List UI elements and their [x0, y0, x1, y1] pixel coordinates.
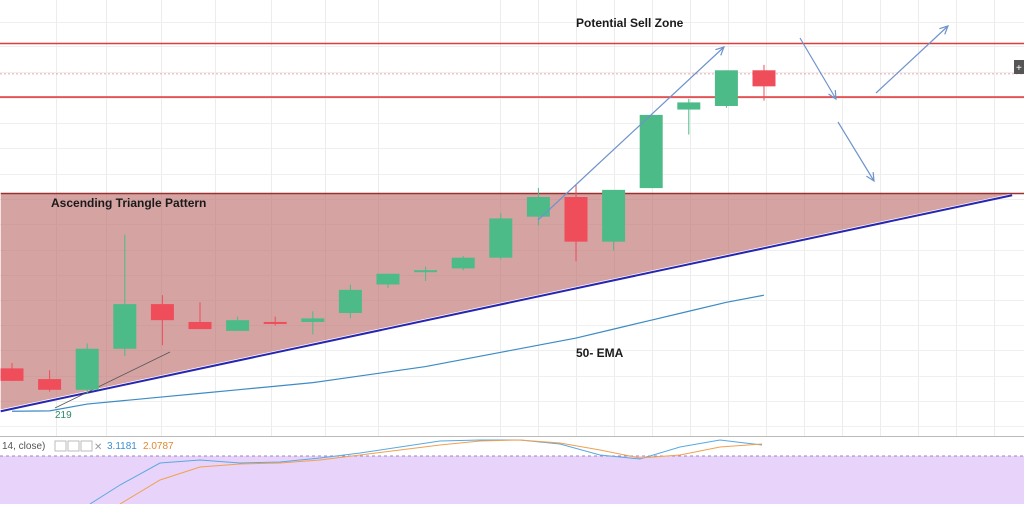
- candle-body: [489, 218, 513, 258]
- candle-body: [113, 304, 137, 349]
- candle-body: [564, 197, 588, 242]
- candle-body: [188, 321, 212, 330]
- close-icon[interactable]: ✕: [94, 442, 102, 453]
- candle-body: [414, 270, 438, 273]
- ema-50-line: [11, 294, 765, 412]
- add-icon[interactable]: [80, 440, 93, 452]
- ema-pointer-line: [54, 351, 171, 409]
- candle-body: [451, 257, 475, 269]
- candle-body: [714, 70, 738, 106]
- arrow-line: [875, 25, 949, 94]
- candle-body: [263, 321, 287, 324]
- candle-body: [0, 368, 24, 381]
- candle-body: [301, 318, 325, 322]
- ascending-triangle: [0, 193, 1013, 410]
- indicator-controls[interactable]: ✕: [54, 440, 102, 453]
- candle-body: [226, 320, 250, 331]
- arrow-line: [537, 46, 725, 221]
- indicator-params: 14, close): [2, 441, 45, 452]
- candle-body: [75, 348, 99, 390]
- candle-body: [752, 70, 776, 87]
- indicator-value-1: 3.1181: [107, 441, 137, 452]
- ascending-trendline: [0, 194, 1013, 413]
- indicator-value-2: 2.0787: [143, 441, 174, 452]
- candle-body: [38, 379, 62, 390]
- arrow-head: [866, 171, 875, 183]
- candle-body: [602, 189, 626, 242]
- forecast-arrows: [537, 25, 950, 221]
- ema-label: 50- EMA: [576, 346, 624, 360]
- sell-zone-label: Potential Sell Zone: [576, 16, 684, 30]
- candle-body: [376, 273, 400, 285]
- candle-body: [526, 197, 550, 217]
- arrow-head: [828, 89, 837, 101]
- arrow-head: [715, 46, 726, 56]
- resistance-lines: [0, 42, 1024, 195]
- indicator-lines: [89, 439, 763, 505]
- arrow-line: [837, 121, 875, 182]
- plus-icon[interactable]: [1014, 60, 1024, 74]
- candle-body: [677, 102, 701, 110]
- candle-body: [639, 114, 663, 189]
- settings-icon[interactable]: [67, 440, 80, 452]
- arrow-head: [939, 25, 950, 35]
- indicator-line-2: [119, 439, 763, 505]
- small-value-label: 219: [55, 410, 72, 421]
- triangle-label: Ascending Triangle Pattern: [51, 196, 206, 210]
- indicator-band: [0, 456, 1024, 504]
- plus-icon-glyph: +: [1016, 63, 1022, 74]
- candle-body: [150, 304, 174, 321]
- arrow-line: [799, 37, 837, 100]
- visibility-icon[interactable]: [54, 440, 67, 452]
- candle-body: [338, 289, 362, 314]
